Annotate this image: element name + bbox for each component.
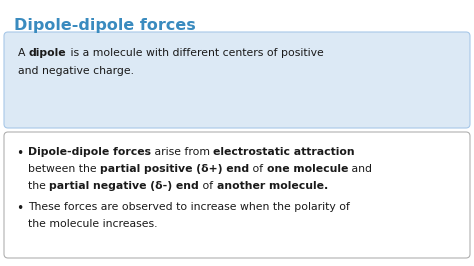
Text: dipole: dipole	[29, 48, 67, 58]
Text: •: •	[16, 202, 23, 215]
Text: of: of	[249, 164, 267, 174]
Text: •: •	[16, 147, 23, 160]
Text: of: of	[199, 181, 217, 191]
Text: partial negative (δ-) end: partial negative (δ-) end	[49, 181, 199, 191]
Text: electrostatic attraction: electrostatic attraction	[213, 147, 355, 157]
Text: the: the	[28, 181, 49, 191]
Text: These forces are observed to increase when the polarity of: These forces are observed to increase wh…	[28, 202, 350, 212]
Text: Dipole-dipole forces: Dipole-dipole forces	[28, 147, 151, 157]
Text: is a molecule with different centers of positive: is a molecule with different centers of …	[67, 48, 323, 58]
Text: and: and	[348, 164, 372, 174]
Text: another molecule.: another molecule.	[217, 181, 328, 191]
Text: Dipole-dipole forces: Dipole-dipole forces	[14, 18, 196, 33]
Text: A: A	[18, 48, 29, 58]
Text: arise from: arise from	[151, 147, 213, 157]
FancyBboxPatch shape	[4, 32, 470, 128]
FancyBboxPatch shape	[4, 132, 470, 258]
Text: and negative charge.: and negative charge.	[18, 66, 134, 76]
Text: the molecule increases.: the molecule increases.	[28, 219, 157, 229]
Text: partial positive (δ+) end: partial positive (δ+) end	[100, 164, 249, 174]
Text: between the: between the	[28, 164, 100, 174]
Text: one molecule: one molecule	[267, 164, 348, 174]
